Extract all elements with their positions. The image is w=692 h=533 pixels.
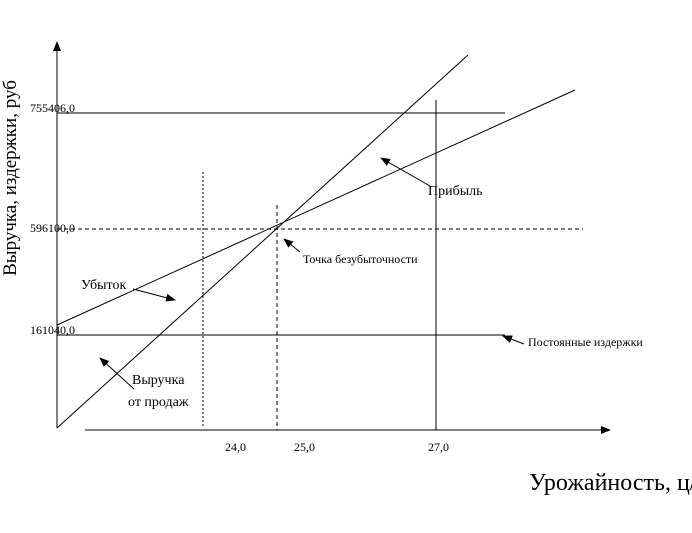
x-axis-label: Урожайность, ц/га <box>529 470 692 496</box>
x-tick-label: 24,0 <box>225 440 246 454</box>
annotation: Постоянные издержки <box>528 335 643 349</box>
arrow <box>132 288 176 302</box>
y-axis-label: Выручка, издержки, руб <box>0 80 21 276</box>
y-tick-label: 596100,0 <box>30 221 75 235</box>
x-tick-label: 27,0 <box>428 440 449 454</box>
annotation: Точка безубыточности <box>303 252 418 266</box>
annotation: от продаж <box>128 395 189 410</box>
y-tick-label: 755406,0 <box>30 101 75 115</box>
arrow <box>99 357 135 390</box>
annotation: Убыток <box>81 278 126 293</box>
revenue-line <box>56 54 469 429</box>
arrow <box>502 335 525 345</box>
y-tick-label: 161040,0 <box>30 323 75 337</box>
annotation: Выручка <box>132 373 185 388</box>
x-tick-label: 25,0 <box>294 440 315 454</box>
cost-line <box>56 89 576 326</box>
arrow <box>283 238 301 253</box>
arrow <box>380 157 431 187</box>
annotation: Прибыль <box>428 184 483 199</box>
